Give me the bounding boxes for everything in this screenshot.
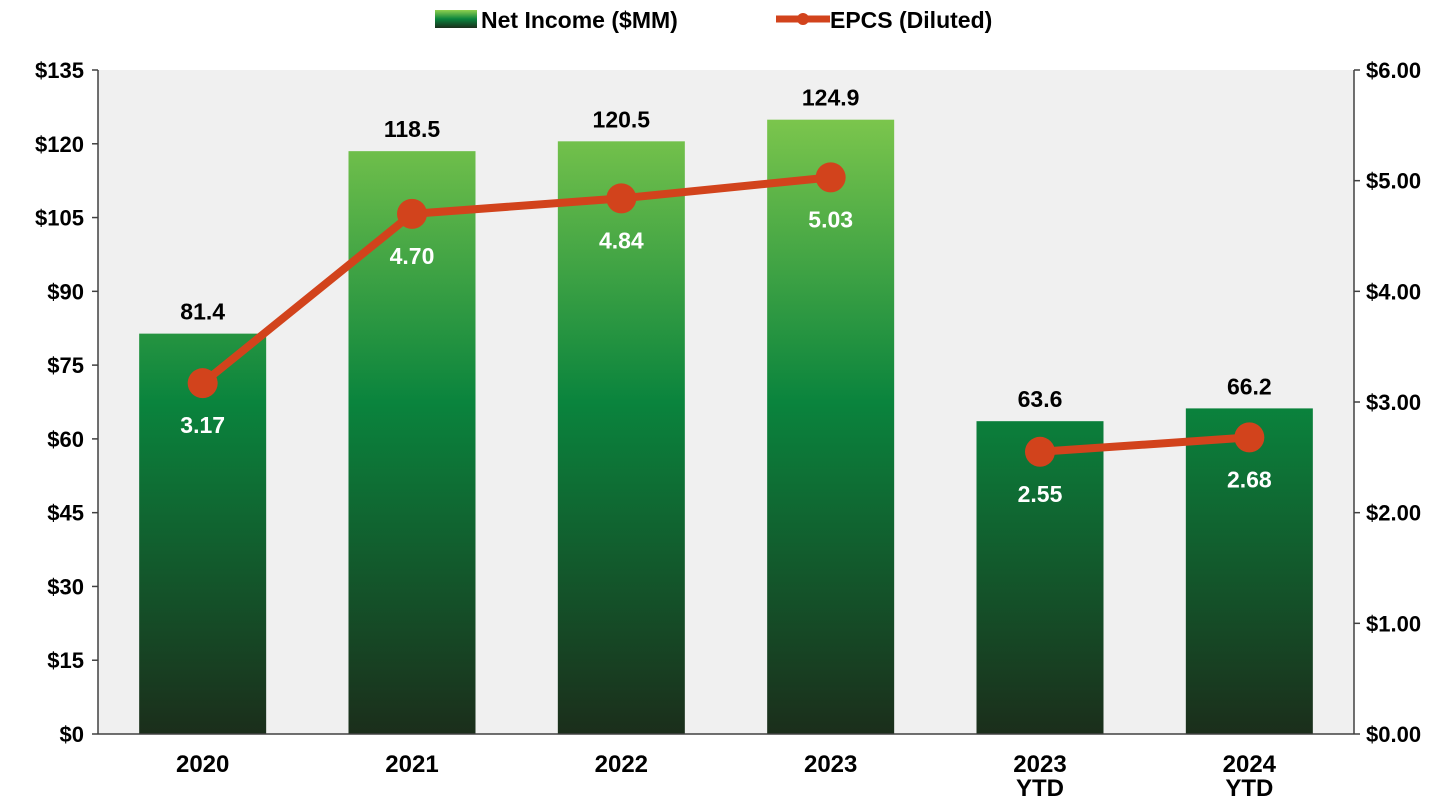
bar-net-income	[1185, 408, 1313, 734]
y-left-tick-label: $90	[47, 279, 84, 304]
bar-net-income	[139, 333, 267, 734]
x-tick-label: 2021	[385, 751, 438, 778]
bar-net-income	[976, 421, 1104, 734]
legend-swatch-net-income	[435, 10, 477, 28]
y-left-tick-label: $105	[35, 206, 84, 231]
axes: $0 $15 $30 $45 $60 $75 $90 $105 $120 $135 $0.00 $1.…	[35, 58, 1421, 802]
y-right-tick-label: $6.00	[1366, 58, 1421, 83]
legend-item-epcs: EPCS (Diluted)	[776, 7, 992, 33]
x-tick-label: 2023	[1013, 751, 1066, 778]
bar-value-label: 120.5	[593, 106, 651, 132]
y-left-tick-label: $30	[47, 574, 84, 599]
epcs-point	[397, 198, 427, 229]
epcs-point	[815, 162, 846, 193]
bar-value-label: 81.4	[180, 299, 225, 325]
y-left-tick-label: $60	[47, 427, 84, 452]
y-left-tick-label: $15	[47, 648, 84, 673]
x-tick-label: 2023	[804, 751, 857, 778]
epcs-point	[1025, 436, 1055, 467]
epcs-point	[1234, 422, 1265, 453]
y-right-tick-label: $5.00	[1366, 169, 1421, 194]
bar-value-label: 63.6	[1018, 386, 1063, 412]
x-tick-label: 2024	[1223, 751, 1277, 778]
epcs-value-label: 4.84	[599, 227, 644, 253]
bar-net-income	[348, 151, 476, 735]
epcs-point	[187, 368, 218, 399]
bars	[139, 119, 1313, 735]
epcs-value-label: 2.68	[1227, 466, 1272, 492]
epcs-value-label: 2.55	[1018, 481, 1063, 507]
legend-swatch-epcs-marker	[797, 13, 809, 25]
epcs-value-label: 5.03	[808, 206, 853, 232]
epcs-line-segment	[200, 173, 832, 387]
y-right-tick-label: $0.00	[1366, 722, 1421, 747]
x-tick-label: YTD	[1016, 775, 1064, 802]
legend-item-net-income: Net Income ($MM)	[435, 7, 678, 33]
x-tick-label: 2022	[595, 751, 648, 778]
x-tick-label: YTD	[1225, 775, 1273, 802]
x-tick-label: 2020	[176, 751, 229, 778]
y-right-tick-label: $1.00	[1366, 611, 1421, 636]
bar-value-label: 66.2	[1227, 373, 1272, 399]
y-right-tick-label: $2.00	[1366, 501, 1421, 526]
plot-area	[98, 70, 1354, 734]
bar-net-income	[767, 119, 895, 734]
epcs-point	[606, 183, 637, 214]
y-left-tick-label: $75	[47, 353, 84, 378]
y-left-tick-label: $135	[35, 58, 84, 83]
legend-label-net-income: Net Income ($MM)	[481, 7, 678, 33]
legend-label-epcs: EPCS (Diluted)	[830, 7, 992, 33]
y-left-tick-label: $45	[47, 501, 84, 526]
epcs-line	[187, 162, 1265, 467]
y-left-tick-label: $120	[35, 132, 84, 157]
epcs-value-label: 4.70	[390, 243, 435, 269]
legend: Net Income ($MM) EPCS (Diluted)	[435, 7, 992, 33]
data-labels: 81.4 118.5 120.5 124.9 63.6 66.2 3.17 4.70 4.84 5…	[180, 85, 1272, 507]
y-right-tick-label: $4.00	[1366, 279, 1421, 304]
bar-value-label: 124.9	[802, 85, 860, 111]
y-right-tick-label: $3.00	[1366, 390, 1421, 415]
bar-net-income	[557, 141, 685, 735]
bar-value-label: 118.5	[384, 116, 440, 142]
epcs-line-segment	[1039, 433, 1250, 456]
epcs-value-label: 3.17	[180, 412, 225, 438]
y-left-tick-label: $0	[60, 722, 84, 747]
